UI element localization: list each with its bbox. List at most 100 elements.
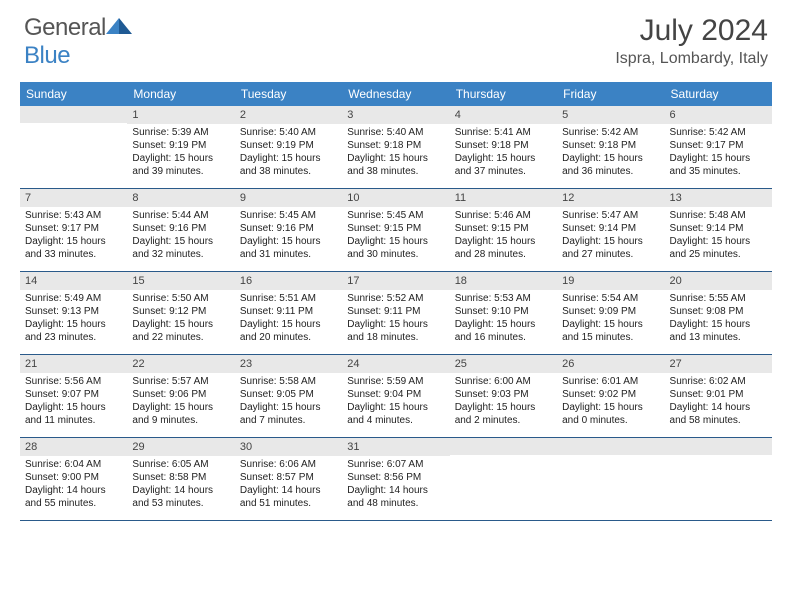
- week-row: 28Sunrise: 6:04 AMSunset: 9:00 PMDayligh…: [20, 438, 772, 521]
- day-number: 31: [342, 438, 449, 456]
- daylight-line: Daylight: 14 hours and 58 minutes.: [670, 401, 767, 427]
- weeks-container: 1Sunrise: 5:39 AMSunset: 9:19 PMDaylight…: [20, 106, 772, 521]
- day-cell: 5Sunrise: 5:42 AMSunset: 9:18 PMDaylight…: [557, 106, 664, 188]
- sunset-line: Sunset: 9:18 PM: [455, 139, 552, 152]
- sunrise-line: Sunrise: 5:49 AM: [25, 292, 122, 305]
- week-row: 1Sunrise: 5:39 AMSunset: 9:19 PMDaylight…: [20, 106, 772, 189]
- sunrise-line: Sunrise: 5:42 AM: [562, 126, 659, 139]
- sunset-line: Sunset: 9:11 PM: [347, 305, 444, 318]
- day-number: 23: [235, 355, 342, 373]
- day-number: 10: [342, 189, 449, 207]
- day-body: Sunrise: 5:41 AMSunset: 9:18 PMDaylight:…: [450, 124, 557, 182]
- day-number: 7: [20, 189, 127, 207]
- sunset-line: Sunset: 9:14 PM: [562, 222, 659, 235]
- sunset-line: Sunset: 9:16 PM: [240, 222, 337, 235]
- sunset-line: Sunset: 9:18 PM: [562, 139, 659, 152]
- daylight-line: Daylight: 15 hours and 36 minutes.: [562, 152, 659, 178]
- day-cell: 23Sunrise: 5:58 AMSunset: 9:05 PMDayligh…: [235, 355, 342, 437]
- day-cell: [450, 438, 557, 520]
- logo-word1: General: [24, 14, 106, 41]
- day-number: 4: [450, 106, 557, 124]
- day-cell: 20Sunrise: 5:55 AMSunset: 9:08 PMDayligh…: [665, 272, 772, 354]
- day-body: Sunrise: 6:00 AMSunset: 9:03 PMDaylight:…: [450, 373, 557, 431]
- sunset-line: Sunset: 9:17 PM: [670, 139, 767, 152]
- daylight-line: Daylight: 15 hours and 11 minutes.: [25, 401, 122, 427]
- sunset-line: Sunset: 8:56 PM: [347, 471, 444, 484]
- day-number: 20: [665, 272, 772, 290]
- sunrise-line: Sunrise: 5:57 AM: [132, 375, 229, 388]
- day-body: Sunrise: 5:58 AMSunset: 9:05 PMDaylight:…: [235, 373, 342, 431]
- day-body: Sunrise: 5:45 AMSunset: 9:16 PMDaylight:…: [235, 207, 342, 265]
- sunrise-line: Sunrise: 6:05 AM: [132, 458, 229, 471]
- sunrise-line: Sunrise: 5:45 AM: [347, 209, 444, 222]
- day-cell: 30Sunrise: 6:06 AMSunset: 8:57 PMDayligh…: [235, 438, 342, 520]
- day-header: Friday: [557, 82, 664, 106]
- week-row: 21Sunrise: 5:56 AMSunset: 9:07 PMDayligh…: [20, 355, 772, 438]
- sunset-line: Sunset: 9:17 PM: [25, 222, 122, 235]
- day-body: Sunrise: 5:50 AMSunset: 9:12 PMDaylight:…: [127, 290, 234, 348]
- day-cell: 2Sunrise: 5:40 AMSunset: 9:19 PMDaylight…: [235, 106, 342, 188]
- sunrise-line: Sunrise: 5:40 AM: [240, 126, 337, 139]
- day-header: Wednesday: [342, 82, 449, 106]
- day-cell: 16Sunrise: 5:51 AMSunset: 9:11 PMDayligh…: [235, 272, 342, 354]
- day-body: Sunrise: 5:52 AMSunset: 9:11 PMDaylight:…: [342, 290, 449, 348]
- day-body: Sunrise: 5:48 AMSunset: 9:14 PMDaylight:…: [665, 207, 772, 265]
- day-cell: 15Sunrise: 5:50 AMSunset: 9:12 PMDayligh…: [127, 272, 234, 354]
- daylight-line: Daylight: 15 hours and 32 minutes.: [132, 235, 229, 261]
- day-body: Sunrise: 5:40 AMSunset: 9:19 PMDaylight:…: [235, 124, 342, 182]
- day-header-row: SundayMondayTuesdayWednesdayThursdayFrid…: [20, 82, 772, 106]
- sunset-line: Sunset: 9:12 PM: [132, 305, 229, 318]
- day-cell: 28Sunrise: 6:04 AMSunset: 9:00 PMDayligh…: [20, 438, 127, 520]
- day-cell: 29Sunrise: 6:05 AMSunset: 8:58 PMDayligh…: [127, 438, 234, 520]
- day-number: 11: [450, 189, 557, 207]
- day-number: 13: [665, 189, 772, 207]
- sunset-line: Sunset: 8:58 PM: [132, 471, 229, 484]
- daylight-line: Daylight: 15 hours and 31 minutes.: [240, 235, 337, 261]
- sunrise-line: Sunrise: 5:50 AM: [132, 292, 229, 305]
- day-number: 12: [557, 189, 664, 207]
- week-row: 7Sunrise: 5:43 AMSunset: 9:17 PMDaylight…: [20, 189, 772, 272]
- sunset-line: Sunset: 9:18 PM: [347, 139, 444, 152]
- day-body: Sunrise: 5:54 AMSunset: 9:09 PMDaylight:…: [557, 290, 664, 348]
- day-body: Sunrise: 5:59 AMSunset: 9:04 PMDaylight:…: [342, 373, 449, 431]
- sunrise-line: Sunrise: 5:48 AM: [670, 209, 767, 222]
- day-body: Sunrise: 5:42 AMSunset: 9:17 PMDaylight:…: [665, 124, 772, 182]
- sunrise-line: Sunrise: 5:43 AM: [25, 209, 122, 222]
- day-number: 6: [665, 106, 772, 124]
- sunrise-line: Sunrise: 6:06 AM: [240, 458, 337, 471]
- sunrise-line: Sunrise: 5:56 AM: [25, 375, 122, 388]
- day-body: Sunrise: 5:57 AMSunset: 9:06 PMDaylight:…: [127, 373, 234, 431]
- sunset-line: Sunset: 9:19 PM: [240, 139, 337, 152]
- sunset-line: Sunset: 9:07 PM: [25, 388, 122, 401]
- day-header: Saturday: [665, 82, 772, 106]
- day-number: [665, 438, 772, 455]
- sunset-line: Sunset: 9:11 PM: [240, 305, 337, 318]
- location: Ispra, Lombardy, Italy: [615, 50, 768, 68]
- day-number: 3: [342, 106, 449, 124]
- daylight-line: Daylight: 15 hours and 39 minutes.: [132, 152, 229, 178]
- day-number: 16: [235, 272, 342, 290]
- daylight-line: Daylight: 15 hours and 0 minutes.: [562, 401, 659, 427]
- day-body: Sunrise: 5:56 AMSunset: 9:07 PMDaylight:…: [20, 373, 127, 431]
- sunset-line: Sunset: 9:01 PM: [670, 388, 767, 401]
- sunset-line: Sunset: 9:10 PM: [455, 305, 552, 318]
- daylight-line: Daylight: 15 hours and 23 minutes.: [25, 318, 122, 344]
- day-number: 1: [127, 106, 234, 124]
- daylight-line: Daylight: 15 hours and 15 minutes.: [562, 318, 659, 344]
- sunrise-line: Sunrise: 5:58 AM: [240, 375, 337, 388]
- day-cell: [557, 438, 664, 520]
- day-cell: 1Sunrise: 5:39 AMSunset: 9:19 PMDaylight…: [127, 106, 234, 188]
- sunset-line: Sunset: 9:04 PM: [347, 388, 444, 401]
- sunset-line: Sunset: 8:57 PM: [240, 471, 337, 484]
- logo-triangle-icon: [106, 16, 132, 36]
- day-cell: 13Sunrise: 5:48 AMSunset: 9:14 PMDayligh…: [665, 189, 772, 271]
- day-body: Sunrise: 5:43 AMSunset: 9:17 PMDaylight:…: [20, 207, 127, 265]
- day-number: 26: [557, 355, 664, 373]
- day-cell: 26Sunrise: 6:01 AMSunset: 9:02 PMDayligh…: [557, 355, 664, 437]
- sunset-line: Sunset: 9:02 PM: [562, 388, 659, 401]
- day-header: Monday: [127, 82, 234, 106]
- day-number: 17: [342, 272, 449, 290]
- day-cell: 8Sunrise: 5:44 AMSunset: 9:16 PMDaylight…: [127, 189, 234, 271]
- sunrise-line: Sunrise: 5:55 AM: [670, 292, 767, 305]
- sunset-line: Sunset: 9:00 PM: [25, 471, 122, 484]
